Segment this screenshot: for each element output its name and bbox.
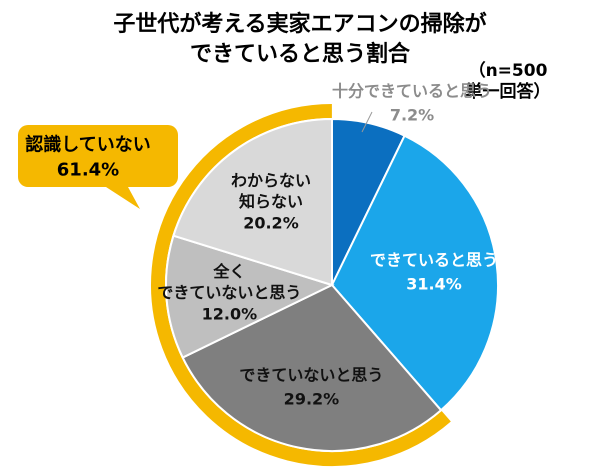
slice-label: 十分できていると思う <box>331 81 493 101</box>
slice-label: できていないと思う <box>239 365 384 385</box>
annotation-text: 認識していない <box>25 134 151 156</box>
annotation-arc <box>151 104 451 466</box>
callout-box <box>18 125 178 209</box>
value-label: 7.2% <box>389 105 435 125</box>
pie-slice <box>172 117 333 287</box>
leader-line <box>361 111 373 133</box>
slice-label: わからない 知らない <box>230 171 311 212</box>
chart-title: できていると思う割合 <box>189 42 410 67</box>
chart-title: 子世代が考える実家エアコンの掃除が <box>113 12 487 37</box>
annotation-value: 61.4% <box>56 159 120 181</box>
pie-slice <box>330 134 499 412</box>
value-label: 31.4% <box>406 274 462 294</box>
slice-label: できていると思う <box>370 250 499 270</box>
value-label: 20.2% <box>243 213 299 233</box>
pie-slice <box>165 234 335 359</box>
subtitle: （n=500 単一回答） <box>465 61 551 102</box>
value-label: 12.0% <box>201 304 258 324</box>
slice-label: 全く できていないと思う <box>157 261 302 302</box>
value-label: 29.2% <box>283 389 340 409</box>
